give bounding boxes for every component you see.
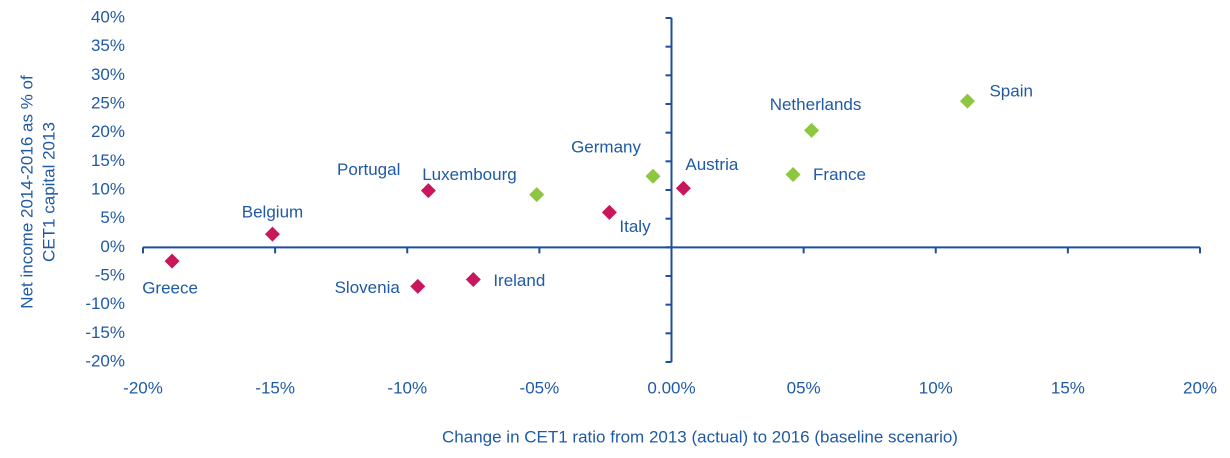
point-label: Greece <box>142 279 198 298</box>
point-label: Netherlands <box>770 95 862 114</box>
y-tick-label: 25% <box>91 93 125 112</box>
point <box>601 204 617 220</box>
point-label: Austria <box>685 155 738 174</box>
y-tick-label: 15% <box>91 151 125 170</box>
point-label: Ireland <box>493 271 545 290</box>
point <box>675 180 691 196</box>
x-tick-label: 0.00% <box>647 378 695 397</box>
point <box>529 187 545 203</box>
point <box>645 168 661 184</box>
point <box>264 226 280 242</box>
point <box>164 253 180 269</box>
x-tick-label: -10% <box>387 378 427 397</box>
x-tick-label: -20% <box>123 378 163 397</box>
x-tick-label: 20% <box>1183 378 1217 397</box>
point-label: Belgium <box>242 203 303 222</box>
point <box>420 183 436 199</box>
y-tick-label: 5% <box>100 208 125 227</box>
point-label: Germany <box>571 138 641 157</box>
y-tick-label: -10% <box>85 294 125 313</box>
point-label: Slovenia <box>335 278 401 297</box>
y-axis-title-line: CET1 capital 2013 <box>39 122 58 262</box>
x-tick-label: 10% <box>919 378 953 397</box>
y-tick-label: 10% <box>91 179 125 198</box>
y-axis-title: Net income 2014-2016 as % of CET1 capita… <box>17 75 58 309</box>
x-tick-label: -05% <box>520 378 560 397</box>
y-tick-label: 30% <box>91 65 125 84</box>
point <box>785 167 801 183</box>
point <box>804 122 820 138</box>
point <box>465 271 481 287</box>
y-tick-label: 40% <box>91 7 125 26</box>
point-label: France <box>813 165 866 184</box>
point <box>959 93 975 109</box>
point-label: Portugal <box>337 160 400 179</box>
y-tick-label: -5% <box>95 265 125 284</box>
x-axis-title: Change in CET1 ratio from 2013 (actual) … <box>442 427 958 446</box>
x-tick-label: 15% <box>1051 378 1085 397</box>
y-axis-title-line: Net income 2014-2016 as % of <box>17 75 36 309</box>
point-label: Italy <box>619 217 651 236</box>
y-tick-label: -20% <box>85 351 125 370</box>
point-label: Luxembourg <box>422 165 517 184</box>
y-tick-label: 35% <box>91 36 125 55</box>
point <box>410 278 426 294</box>
x-tick-label: 05% <box>787 378 821 397</box>
point-label: Spain <box>989 82 1032 101</box>
y-tick-label: 0% <box>100 237 125 256</box>
x-tick-label: -15% <box>255 378 295 397</box>
y-tick-label: 20% <box>91 122 125 141</box>
y-tick-label: -15% <box>85 323 125 342</box>
